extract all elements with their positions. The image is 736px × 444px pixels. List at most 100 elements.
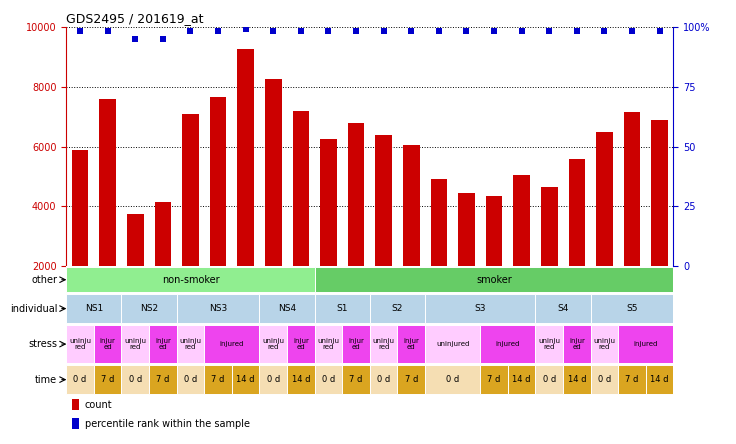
Text: NS3: NS3 bbox=[209, 304, 227, 313]
Text: NS2: NS2 bbox=[140, 304, 158, 313]
Bar bbox=[431, 179, 447, 266]
Bar bbox=[177, 294, 259, 323]
Point bbox=[406, 28, 417, 35]
Text: injured: injured bbox=[495, 341, 520, 347]
Bar bbox=[536, 365, 563, 394]
Text: injur
ed: injur ed bbox=[99, 338, 116, 350]
Text: 7 d: 7 d bbox=[156, 375, 169, 384]
Point bbox=[185, 28, 197, 35]
Text: injur
ed: injur ed bbox=[293, 338, 309, 350]
Text: 14 d: 14 d bbox=[236, 375, 255, 384]
Text: 0 d: 0 d bbox=[542, 375, 556, 384]
Text: uninjured: uninjured bbox=[436, 341, 470, 347]
Bar bbox=[618, 365, 646, 394]
Text: uninju
red: uninju red bbox=[262, 338, 284, 350]
Text: 0 d: 0 d bbox=[322, 375, 335, 384]
Bar bbox=[342, 365, 370, 394]
Point bbox=[130, 35, 141, 42]
Bar bbox=[177, 365, 204, 394]
Bar bbox=[370, 294, 425, 323]
Point bbox=[295, 28, 307, 35]
Point bbox=[654, 28, 665, 35]
Bar bbox=[397, 325, 425, 363]
Bar bbox=[480, 365, 508, 394]
Bar bbox=[486, 196, 502, 266]
Text: individual: individual bbox=[10, 304, 57, 313]
Bar bbox=[514, 175, 530, 266]
Text: S5: S5 bbox=[626, 304, 638, 313]
Text: 0 d: 0 d bbox=[129, 375, 142, 384]
Bar bbox=[590, 365, 618, 394]
Point bbox=[74, 28, 86, 35]
Bar bbox=[458, 193, 475, 266]
Text: time: time bbox=[35, 375, 57, 385]
Bar bbox=[72, 418, 79, 429]
Bar bbox=[127, 214, 144, 266]
Bar bbox=[121, 365, 149, 394]
Bar bbox=[590, 294, 673, 323]
Point bbox=[433, 28, 445, 35]
Bar bbox=[259, 294, 315, 323]
Point bbox=[516, 28, 528, 35]
Bar bbox=[646, 365, 673, 394]
Bar bbox=[93, 365, 121, 394]
Bar bbox=[93, 325, 121, 363]
Bar bbox=[66, 325, 94, 363]
Bar bbox=[342, 325, 370, 363]
Bar bbox=[403, 145, 420, 266]
Bar bbox=[541, 187, 558, 266]
Text: 7 d: 7 d bbox=[487, 375, 500, 384]
Bar bbox=[292, 111, 309, 266]
Point bbox=[322, 28, 334, 35]
Text: injur
ed: injur ed bbox=[155, 338, 171, 350]
Bar bbox=[232, 365, 259, 394]
Text: 0 d: 0 d bbox=[377, 375, 390, 384]
Bar bbox=[72, 399, 79, 410]
Bar bbox=[315, 325, 342, 363]
Bar bbox=[536, 294, 591, 323]
Bar bbox=[149, 325, 177, 363]
Bar bbox=[237, 49, 254, 266]
Text: stress: stress bbox=[28, 339, 57, 349]
Point bbox=[598, 28, 610, 35]
Bar bbox=[370, 325, 397, 363]
Bar bbox=[370, 365, 397, 394]
Bar bbox=[425, 325, 480, 363]
Text: injured: injured bbox=[219, 341, 244, 347]
Text: smoker: smoker bbox=[476, 275, 512, 285]
Bar bbox=[596, 131, 612, 266]
Bar bbox=[155, 202, 171, 266]
Text: 14 d: 14 d bbox=[291, 375, 310, 384]
Text: 7 d: 7 d bbox=[350, 375, 363, 384]
Text: uninju
red: uninju red bbox=[317, 338, 339, 350]
Text: S3: S3 bbox=[475, 304, 486, 313]
Text: S2: S2 bbox=[392, 304, 403, 313]
Bar bbox=[651, 119, 668, 266]
Text: 7 d: 7 d bbox=[405, 375, 418, 384]
Point bbox=[626, 28, 638, 35]
Text: non-smoker: non-smoker bbox=[162, 275, 219, 285]
Text: 0 d: 0 d bbox=[266, 375, 280, 384]
Text: 14 d: 14 d bbox=[512, 375, 531, 384]
Text: 14 d: 14 d bbox=[567, 375, 586, 384]
Bar bbox=[99, 99, 116, 266]
Text: uninju
red: uninju red bbox=[124, 338, 146, 350]
Bar bbox=[210, 97, 227, 266]
Bar bbox=[259, 365, 287, 394]
Bar bbox=[205, 365, 232, 394]
Text: uninju
red: uninju red bbox=[69, 338, 91, 350]
Text: uninju
red: uninju red bbox=[372, 338, 394, 350]
Text: 7 d: 7 d bbox=[211, 375, 224, 384]
Text: 0 d: 0 d bbox=[446, 375, 459, 384]
Bar bbox=[425, 294, 535, 323]
Bar bbox=[177, 325, 204, 363]
Point bbox=[350, 28, 362, 35]
Bar bbox=[618, 325, 673, 363]
Bar bbox=[121, 294, 177, 323]
Text: 0 d: 0 d bbox=[598, 375, 611, 384]
Bar bbox=[259, 325, 287, 363]
Bar bbox=[315, 294, 369, 323]
Text: other: other bbox=[31, 275, 57, 285]
Bar bbox=[480, 325, 536, 363]
Bar bbox=[287, 325, 315, 363]
